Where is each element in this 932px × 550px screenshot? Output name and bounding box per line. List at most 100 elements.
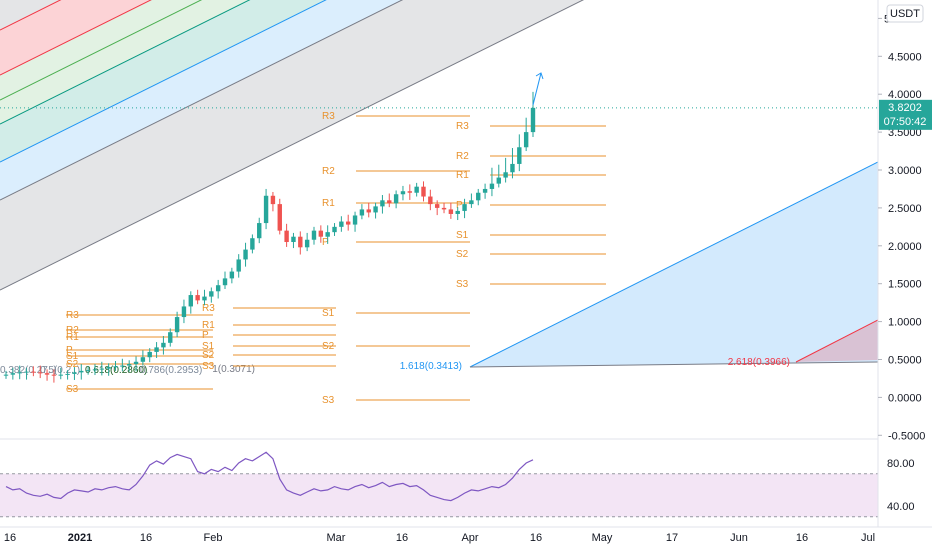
candle-body [222, 278, 228, 286]
fibonacci-channel[interactable]: 1(0.3071) 1.618(0.3413) 2.618(0.3966) 0.382… [0, 0, 878, 376]
candle-body [38, 372, 43, 374]
candle-body [448, 209, 454, 214]
candle-body [462, 204, 467, 211]
candle-body [366, 209, 371, 213]
candle-body [496, 177, 501, 184]
pivot-level-label: S3 [456, 279, 469, 290]
candle-body [120, 365, 125, 367]
time-axis[interactable]: 16 2021 16 Feb Mar 16 Apr 16 May 17 Jun 16 Jul [4, 532, 875, 544]
candle-body [161, 342, 166, 348]
pivot-level-label: S2 [456, 249, 469, 260]
candle-body [58, 374, 63, 376]
pivot-level-label: R1 [456, 170, 469, 181]
price-tick-label: 3.0000 [888, 165, 922, 177]
price-axis[interactable]: 54.50004.00003.50003.00002.50002.00001.5… [878, 13, 925, 442]
rsi-axis[interactable]: 80.00 40.00 [887, 458, 915, 513]
fib-channel-line[interactable] [0, 0, 878, 163]
fib-level-label-faded: 0.382(0.27..) [0, 365, 57, 376]
candle-body [72, 372, 77, 374]
pivot-level-label: R3 [456, 121, 469, 132]
candle-body [263, 195, 269, 224]
candlestick-series [3, 91, 536, 383]
candle-body [243, 249, 248, 260]
candle-body [168, 332, 173, 343]
fib-level-label-faded: 0.786(0.2953) [140, 365, 202, 376]
candle-body [325, 232, 330, 237]
candle-body [332, 226, 337, 233]
candle-body [85, 370, 91, 372]
pivot-level-label: P [202, 330, 209, 341]
pivot-level-label: S3 [322, 395, 335, 406]
candle-body [346, 221, 351, 225]
price-tick-label: 3.5000 [888, 127, 922, 139]
time-tick-label: Mar [327, 532, 346, 544]
time-tick-label: 17 [666, 532, 678, 544]
time-tick-label: 16 [4, 532, 16, 544]
time-tick-label: 16 [530, 532, 542, 544]
candle-body [352, 215, 358, 225]
time-tick-label: Apr [461, 532, 478, 544]
fib-channel-line[interactable] [0, 0, 878, 201]
candle-body [530, 107, 536, 133]
fib-channel-line[interactable] [0, 0, 878, 291]
pivot-level-label: S2 [66, 359, 79, 370]
fib-channel-line[interactable] [0, 0, 878, 125]
pivot-level-label: S1 [322, 308, 335, 319]
candle-body [106, 367, 111, 369]
candle-body [489, 183, 495, 189]
pivot-level-label: R3 [202, 303, 215, 314]
price-tick-label: 0.0000 [888, 392, 922, 404]
price-overlay [0, 72, 878, 109]
candle-body [195, 295, 200, 301]
fib-channel-line[interactable] [0, 0, 878, 101]
candle-body [17, 372, 22, 374]
candle-body [92, 369, 98, 371]
candle-body [291, 236, 296, 243]
candle-body [359, 209, 365, 216]
candle-body [3, 374, 9, 376]
rsi-line [5, 451, 534, 502]
pivot-level-label: S2 [322, 341, 335, 352]
pivot-points: R3R2R1PS1S2S3R3R1PS1S2S3R3R2R1PS1S2S3R3R… [66, 111, 606, 406]
price-tick-label: 1.0000 [888, 317, 922, 329]
pivot-level-label: P [322, 237, 329, 248]
pivot-level-label: P [66, 345, 73, 356]
time-tick-label: 16 [396, 532, 408, 544]
candle-body [147, 351, 152, 358]
pivot-level-label: R2 [456, 151, 469, 162]
candle-body [510, 163, 515, 173]
candle-body [284, 230, 289, 243]
last-price-badge: 3.8202 07:50:42 [879, 99, 932, 130]
candle-body [517, 147, 522, 164]
currency-badge[interactable]: USDT [886, 4, 924, 23]
candle-body [277, 204, 282, 231]
candle-body [407, 191, 413, 193]
price-tick-label: 4.0000 [888, 89, 922, 101]
pivot-level-label: R1 [322, 198, 335, 209]
candle-body [387, 200, 392, 204]
fib-1618-line[interactable] [469, 161, 878, 368]
candle-body [126, 364, 132, 366]
candle-body [503, 172, 508, 178]
candle-body [99, 368, 105, 370]
candle-body [304, 239, 310, 248]
candle-body [31, 371, 36, 373]
fib-channel-line[interactable] [0, 0, 878, 76]
rsi-pane [0, 451, 878, 518]
pivot-level-label: S3 [202, 361, 215, 372]
candle-body [154, 347, 159, 352]
candle-body [339, 221, 344, 227]
candle-body [140, 357, 146, 362]
candle-body [174, 317, 180, 333]
candle-body [79, 370, 84, 373]
price-tick-label: -0.5000 [888, 430, 925, 442]
candle-body [229, 271, 235, 279]
candle-body [188, 295, 193, 307]
fib-2618-line[interactable] [795, 319, 878, 363]
pivot-level-label: R2 [322, 166, 335, 177]
candle-body [434, 204, 440, 208]
time-tick-label: Jul [861, 532, 875, 544]
pivot-level-label: R1 [66, 332, 79, 343]
candle-body [270, 195, 276, 205]
